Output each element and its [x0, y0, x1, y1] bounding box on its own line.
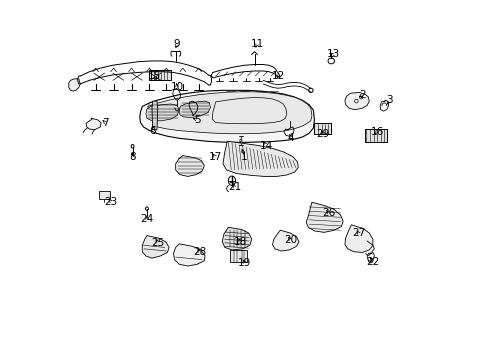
Text: 1: 1 — [241, 152, 247, 162]
Polygon shape — [173, 244, 204, 266]
Polygon shape — [147, 92, 311, 134]
Polygon shape — [344, 225, 372, 252]
Text: 29: 29 — [315, 129, 328, 139]
FancyBboxPatch shape — [149, 69, 171, 80]
Text: 24: 24 — [140, 214, 153, 224]
Text: 27: 27 — [351, 228, 365, 238]
Text: 6: 6 — [149, 126, 156, 135]
Polygon shape — [86, 118, 101, 130]
Text: 7: 7 — [102, 118, 108, 128]
Text: 22: 22 — [366, 257, 379, 267]
Polygon shape — [69, 79, 80, 91]
Text: 11: 11 — [250, 40, 263, 49]
Text: 18: 18 — [233, 237, 246, 247]
Text: 19: 19 — [237, 258, 251, 268]
Polygon shape — [212, 98, 286, 124]
Polygon shape — [152, 101, 158, 130]
Text: 21: 21 — [227, 182, 241, 192]
Text: 9: 9 — [173, 40, 180, 49]
Text: 2: 2 — [359, 90, 366, 100]
Text: 8: 8 — [129, 152, 136, 162]
Text: 15: 15 — [147, 71, 161, 81]
Polygon shape — [179, 101, 210, 118]
Text: 16: 16 — [370, 127, 383, 136]
Text: 12: 12 — [271, 71, 285, 81]
FancyBboxPatch shape — [99, 191, 109, 199]
Text: 13: 13 — [326, 49, 339, 59]
Polygon shape — [222, 227, 251, 250]
Polygon shape — [305, 202, 343, 232]
Text: 23: 23 — [104, 197, 118, 207]
Text: 4: 4 — [287, 133, 294, 143]
Text: 20: 20 — [283, 235, 296, 245]
Polygon shape — [140, 90, 314, 142]
Text: 17: 17 — [208, 152, 221, 162]
Polygon shape — [142, 235, 169, 258]
FancyBboxPatch shape — [230, 250, 247, 262]
FancyBboxPatch shape — [364, 129, 386, 142]
Text: 14: 14 — [259, 141, 272, 151]
FancyBboxPatch shape — [314, 123, 330, 134]
Polygon shape — [223, 141, 298, 176]
Text: 5: 5 — [193, 115, 200, 125]
Polygon shape — [145, 104, 179, 121]
Text: 3: 3 — [386, 95, 392, 105]
Text: 28: 28 — [193, 247, 206, 257]
Text: 25: 25 — [151, 238, 164, 248]
Polygon shape — [344, 93, 368, 110]
Text: 10: 10 — [170, 82, 183, 92]
Polygon shape — [272, 230, 298, 251]
Text: 26: 26 — [322, 208, 335, 218]
Polygon shape — [175, 156, 204, 176]
